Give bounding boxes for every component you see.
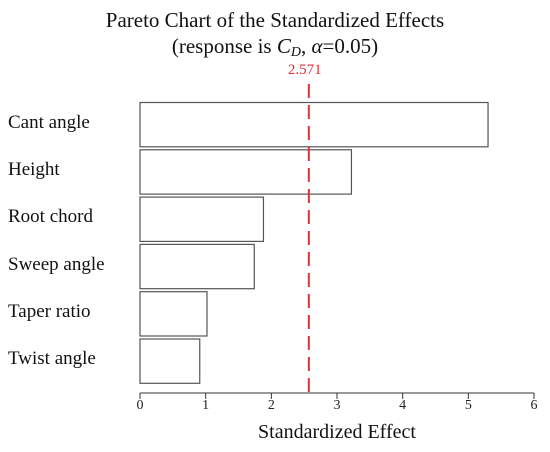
bar-height	[139, 149, 353, 195]
bar-root-chord	[139, 196, 265, 243]
x-tick-label-2: 2	[267, 398, 275, 413]
subtitle-separator: ,	[301, 34, 312, 58]
category-label-sweep-angle: Sweep angle	[8, 253, 105, 275]
chart-title: Pareto Chart of the Standardized Effects	[105, 8, 445, 32]
bar-sweep-angle	[139, 243, 255, 290]
subtitle-variable: C	[276, 34, 291, 58]
chart-subtitle: (response is CD, α=0.05)	[0, 34, 550, 65]
subtitle-variable-subscript: D	[290, 45, 301, 60]
bar-cant-angle	[139, 101, 489, 148]
x-axis-label: Standardized Effect	[258, 421, 416, 443]
subtitle-prefix: (response is	[171, 34, 277, 58]
category-label-height: Height	[8, 158, 60, 180]
subtitle-alpha-symbol: α	[311, 34, 323, 58]
x-tick-label-4: 4	[399, 398, 407, 413]
subtitle-alpha-value: =0.05)	[322, 34, 379, 58]
category-label-cant-angle: Cant angle	[8, 111, 90, 133]
bar-twist-angle	[139, 338, 201, 384]
bar-taper-ratio	[139, 291, 208, 337]
x-tick-label-3: 3	[333, 398, 341, 413]
category-label-root-chord: Root chord	[8, 206, 93, 228]
category-label-taper-ratio: Taper ratio	[8, 300, 91, 322]
category-label-twist-angle: Twist angle	[8, 348, 96, 370]
x-tick-label-5: 5	[464, 398, 472, 413]
x-tick-label-6: 6	[530, 398, 538, 413]
x-tick-label-1: 1	[202, 398, 210, 413]
reference-line-label: 2.571	[287, 62, 322, 78]
x-tick-label-0: 0	[136, 398, 144, 413]
